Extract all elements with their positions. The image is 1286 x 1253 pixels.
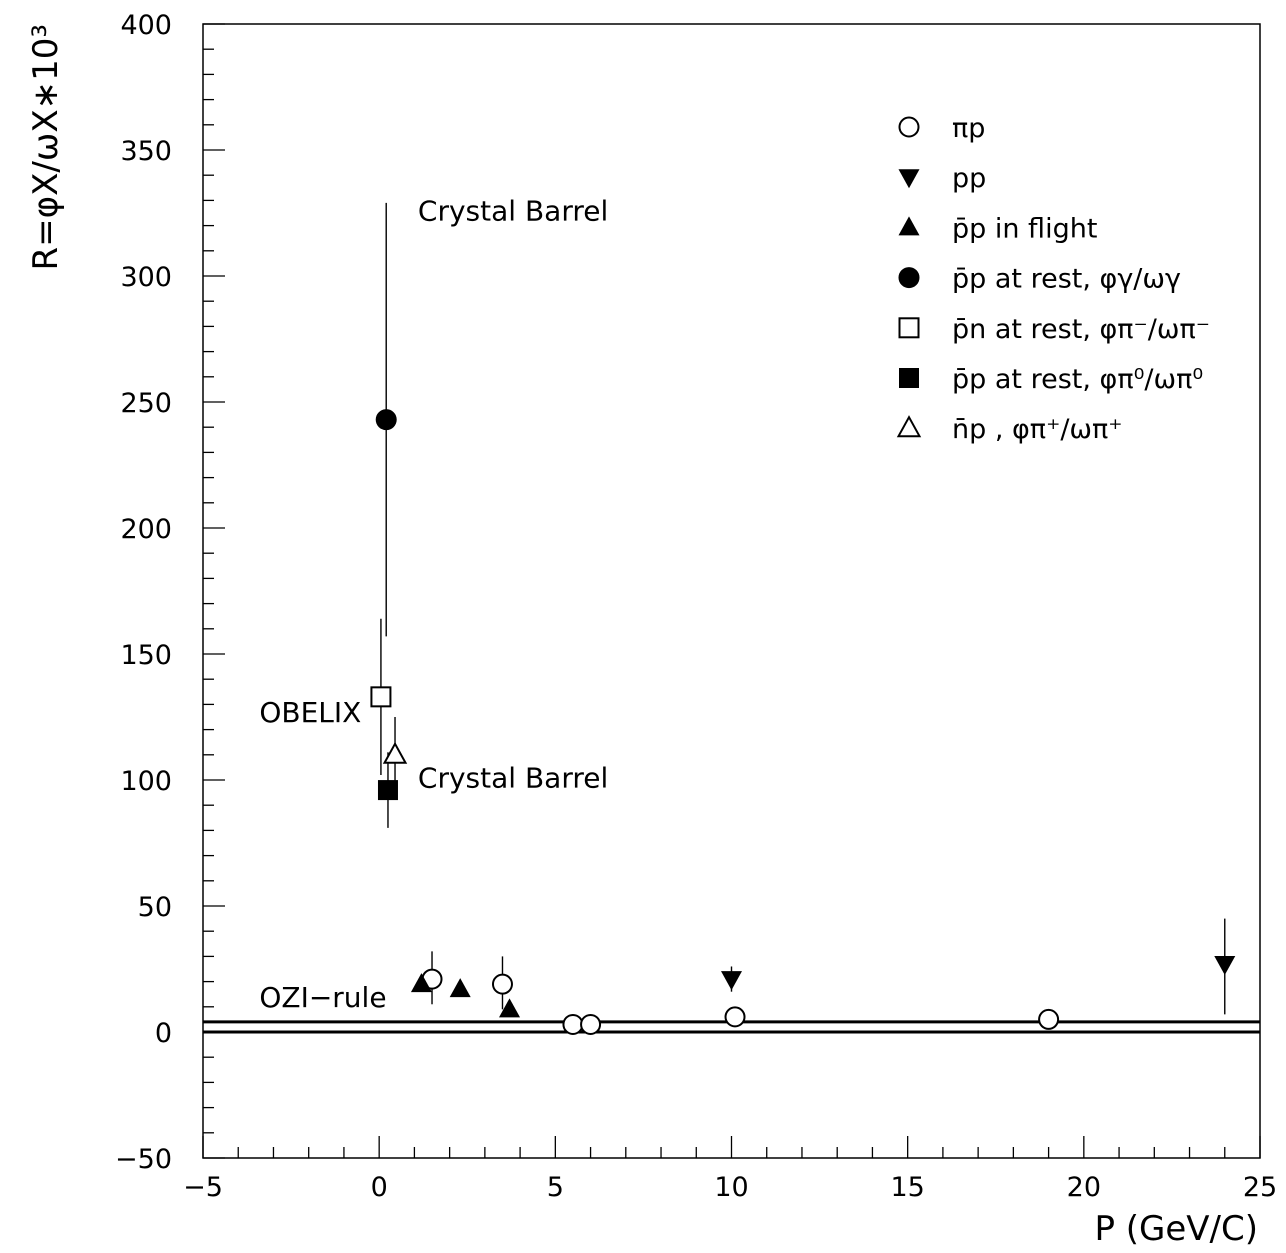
legend-marker — [899, 368, 919, 388]
y-tick-label: 400 — [120, 10, 172, 41]
y-tick-label: 100 — [120, 766, 172, 797]
data-point — [377, 780, 398, 801]
legend-marker — [898, 116, 920, 138]
data-markers — [370, 409, 1236, 1035]
data-point — [1214, 955, 1236, 975]
y-tick-label: −50 — [115, 1144, 172, 1175]
legend-marker — [898, 216, 920, 236]
y-axis-title: R=φX/ωX∗10³ — [26, 24, 66, 270]
legend-entry: p̄p at rest, φπ⁰/ωπ⁰ — [952, 364, 1203, 395]
x-tick-label: 5 — [547, 1172, 564, 1203]
x-axis-title: P (GeV/C) — [1094, 1209, 1258, 1249]
data-point — [449, 978, 471, 998]
x-tick-label: 25 — [1243, 1172, 1277, 1203]
y-tick-label: 150 — [120, 640, 172, 671]
data-point — [375, 409, 397, 431]
legend: πp pp p̄p in flight p̄p at rest, φγ/ωγ p̄n a… — [896, 113, 1210, 445]
legend-entry: p̄n at rest, φπ⁻/ωπ⁻ — [952, 314, 1210, 345]
x-tick-label: 0 — [371, 1172, 388, 1203]
legend-entry: p̄p at rest, φγ/ωγ — [952, 264, 1181, 295]
y-tick-label: 0 — [155, 1018, 172, 1049]
data-point — [370, 686, 392, 708]
annotations: Crystal Barrel OBELIX Crystal Barrel OZI−ru… — [259, 195, 608, 1014]
legend-marker — [898, 267, 920, 289]
annotation-label: Crystal Barrel — [418, 762, 608, 795]
data-point — [382, 741, 408, 764]
annotation-label: OBELIX — [259, 696, 361, 729]
data-point — [1038, 1008, 1060, 1030]
legend-marker — [896, 415, 922, 438]
data-point — [491, 973, 513, 995]
legend-entry: pp — [952, 163, 986, 194]
x-tick-label: 10 — [714, 1172, 748, 1203]
legend-marker — [898, 169, 920, 189]
y-tick-label: 250 — [120, 388, 172, 419]
annotation-label: OZI−rule — [259, 981, 386, 1014]
data-point — [562, 1013, 584, 1035]
data-point — [724, 1006, 746, 1028]
y-tick-label: 300 — [120, 262, 172, 293]
y-tick-label: 200 — [120, 514, 172, 545]
data-point — [410, 973, 432, 993]
x-tick-label: 20 — [1067, 1172, 1101, 1203]
annotation-label: Crystal Barrel — [418, 195, 608, 228]
legend-marker — [898, 317, 920, 339]
legend-entry: p̄p in flight — [952, 213, 1097, 244]
data-point — [721, 971, 742, 991]
legend-entry: πp — [952, 113, 985, 144]
data-point — [580, 1013, 602, 1035]
y-tick-label: 50 — [138, 892, 172, 923]
legend-entry: n̄p , φπ⁺/ωπ⁺ — [952, 414, 1123, 445]
x-tick-label: 15 — [890, 1172, 924, 1203]
x-tick-label: −5 — [183, 1172, 223, 1203]
data-point — [499, 998, 521, 1018]
y-tick-label: 350 — [120, 136, 172, 167]
